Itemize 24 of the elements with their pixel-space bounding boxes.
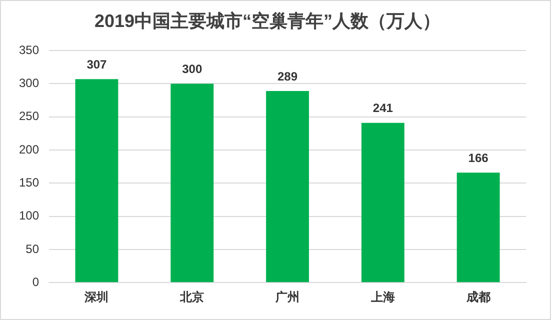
y-tick-label: 50 xyxy=(26,242,40,256)
data-label: 300 xyxy=(182,62,202,76)
y-tick-label: 100 xyxy=(18,208,40,223)
y-tick-label: 300 xyxy=(18,76,40,90)
y-tick-label: 200 xyxy=(18,142,40,156)
y-tick-label: 350 xyxy=(18,42,40,57)
y-tick-label: 150 xyxy=(18,175,40,190)
data-label: 289 xyxy=(277,69,298,84)
bar xyxy=(456,172,500,282)
bar xyxy=(266,91,309,282)
x-tick-label: 广州 xyxy=(274,290,300,304)
x-tick-label: 深圳 xyxy=(84,290,109,304)
data-label: 307 xyxy=(86,57,108,72)
data-label: 241 xyxy=(372,101,394,116)
data-label: 166 xyxy=(468,150,489,165)
y-tick-label: 250 xyxy=(18,109,40,124)
x-tick-label: 北京 xyxy=(179,290,204,304)
chart-title: 2019中国主要城市“空巢青年”人数（万人） xyxy=(94,10,441,31)
x-tick-label: 成都 xyxy=(465,290,490,304)
x-tick-label: 上海 xyxy=(370,290,395,304)
bar xyxy=(170,84,214,282)
y-tick-label: 0 xyxy=(32,274,40,289)
bar xyxy=(361,122,404,282)
bar xyxy=(75,79,118,282)
